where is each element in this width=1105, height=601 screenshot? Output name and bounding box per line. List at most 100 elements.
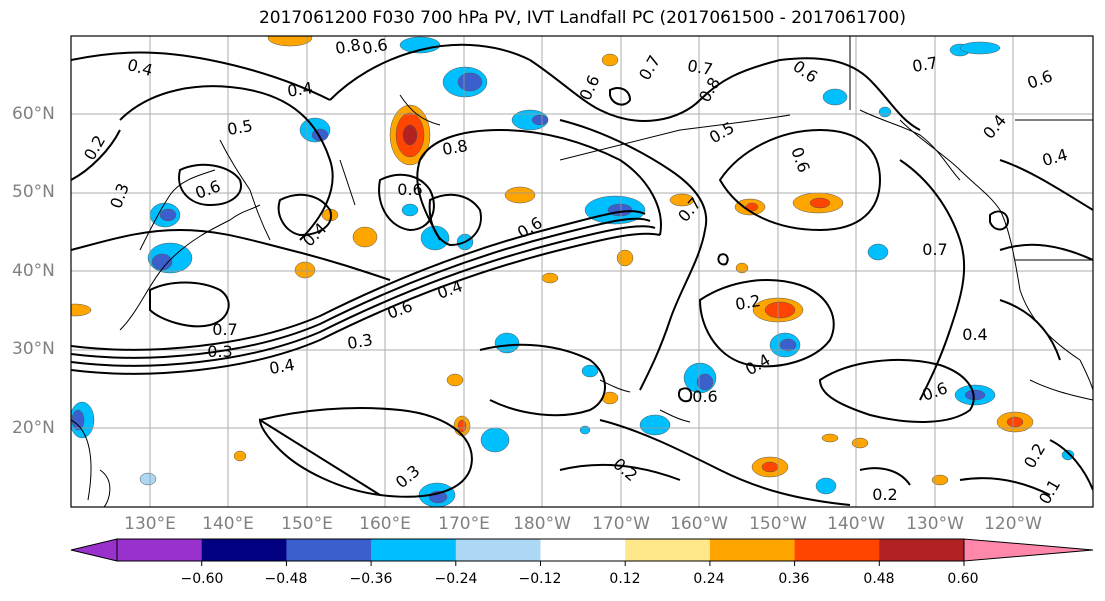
lat-label-60n: 60°N: [12, 104, 55, 124]
contour-label: 0.6: [360, 34, 390, 59]
lon-label-150e: 150°E: [281, 514, 333, 534]
anomaly-patch: [809, 197, 831, 209]
colorbar-segment: [879, 539, 965, 561]
anomaly-patch: [1006, 416, 1024, 428]
colorbar-tick-label: 0.24: [693, 571, 725, 587]
anomaly-patch: [959, 41, 1001, 55]
colorbar-segment: [455, 539, 541, 561]
lon-label-160e: 160°E: [359, 514, 411, 534]
anomaly-patch: [457, 419, 467, 433]
lat-label-40n: 40°N: [12, 261, 55, 281]
colorbar-tick-label: 0.48: [863, 571, 895, 587]
anomaly-patch: [420, 225, 450, 251]
anomaly-patch: [931, 474, 949, 486]
anomaly-patch: [457, 72, 483, 92]
anomaly-patch: [878, 106, 892, 118]
map-title: 2017061200 F030 700 hPa PV, IVT Landfall…: [258, 8, 906, 28]
lat-label-20n: 20°N: [12, 418, 55, 438]
colorbar-tick-label: −0.12: [518, 571, 562, 587]
lat-label-50n: 50°N: [12, 182, 55, 202]
contour-label: 0.4: [962, 325, 988, 344]
colorbar-extend-high: [963, 538, 1094, 562]
anomaly-patch: [579, 425, 591, 435]
anomaly-patch: [764, 301, 796, 319]
anomaly-patch: [821, 433, 839, 443]
anomaly-patch: [531, 114, 549, 126]
anomaly-patch: [402, 124, 418, 146]
lon-label-170e: 170°E: [438, 514, 490, 534]
contour-label: 0.5: [225, 115, 255, 140]
contour-label: 0.4: [286, 78, 314, 101]
anomaly-patch: [867, 243, 889, 261]
lon-label-140w: 140°W: [827, 514, 885, 534]
colorbar-tick-label: 0.36: [778, 571, 810, 587]
gridlines: [71, 36, 1093, 507]
lon-label-180w: 180°W: [513, 514, 571, 534]
anomaly-patch: [639, 414, 671, 436]
anomaly-patch: [1061, 449, 1075, 461]
anomaly-patch: [401, 203, 419, 217]
map-frame: [70, 35, 1094, 508]
colorbar-tick-label: −0.48: [264, 571, 308, 587]
anomaly-patch: [294, 261, 316, 279]
contour-label: 0.4: [267, 354, 297, 379]
contour-label: 0.8: [440, 135, 470, 160]
colorbar-segment: [286, 539, 372, 561]
colorbar-tick-label: 0.12: [609, 571, 641, 587]
colorbar-segment: [625, 539, 711, 561]
lon-label-160w: 160°W: [670, 514, 728, 534]
anomaly-patch: [71, 303, 92, 317]
colorbar-segment: [709, 539, 796, 561]
anomaly-patch: [480, 427, 510, 453]
lon-label-130w: 130°W: [906, 514, 964, 534]
anomaly-patch: [151, 253, 173, 271]
anomaly-patch: [616, 249, 634, 267]
contour-label: 0.3: [345, 329, 375, 354]
contour-label: 0.7: [212, 320, 238, 339]
colorbar-tick-label: −0.36: [349, 571, 393, 587]
contour-label: 0.2: [872, 485, 898, 504]
anomaly-patch: [761, 461, 779, 473]
lon-label-170w: 170°W: [592, 514, 650, 534]
anomaly-patch: [964, 389, 986, 401]
anomaly-patch: [696, 373, 714, 391]
contour-label: 0.7: [910, 52, 940, 77]
colorbar-tick-label: −0.24: [434, 571, 478, 587]
colorbar: [70, 538, 1094, 566]
contour-label: 0.2: [733, 290, 763, 315]
lat-label-30n: 30°N: [12, 339, 55, 359]
shaded-anomalies: [71, 36, 1075, 507]
anomaly-patch: [352, 226, 378, 248]
anomaly-patch: [601, 53, 619, 67]
anomaly-patch: [541, 272, 559, 284]
anomaly-patch: [71, 409, 85, 431]
contour-label: 0.3: [207, 342, 233, 361]
colorbar-tick-label: −0.60: [180, 571, 224, 587]
anomaly-patch: [233, 450, 247, 462]
lon-label-130e: 130°E: [124, 514, 176, 534]
colorbar-segment: [201, 539, 287, 561]
colorbar-extend-low: [70, 538, 118, 562]
contour-lines: [71, 43, 1093, 506]
anomaly-patch: [159, 208, 177, 222]
anomaly-patch: [504, 186, 536, 204]
colorbar-segment: [540, 539, 626, 561]
anomaly-patch: [669, 193, 695, 207]
lon-label-140e: 140°E: [202, 514, 254, 534]
anomaly-patch: [581, 364, 599, 378]
anomaly-patch: [745, 202, 759, 212]
anomaly-patch: [822, 88, 848, 106]
contour-label: 0.6: [692, 387, 718, 406]
anomaly-patch: [399, 36, 441, 54]
colorbar-tick-label: 0.60: [947, 571, 979, 587]
contour-label: 0.6: [397, 180, 423, 199]
contour-label: 0.7: [922, 240, 948, 259]
contour-label: 0.8: [333, 34, 363, 59]
anomaly-patch: [851, 437, 869, 449]
anomaly-patch: [815, 477, 837, 495]
anomaly-patch: [779, 338, 797, 352]
anomaly-patch: [139, 472, 157, 486]
lon-label-150w: 150°W: [749, 514, 807, 534]
anomaly-patch: [267, 36, 313, 47]
